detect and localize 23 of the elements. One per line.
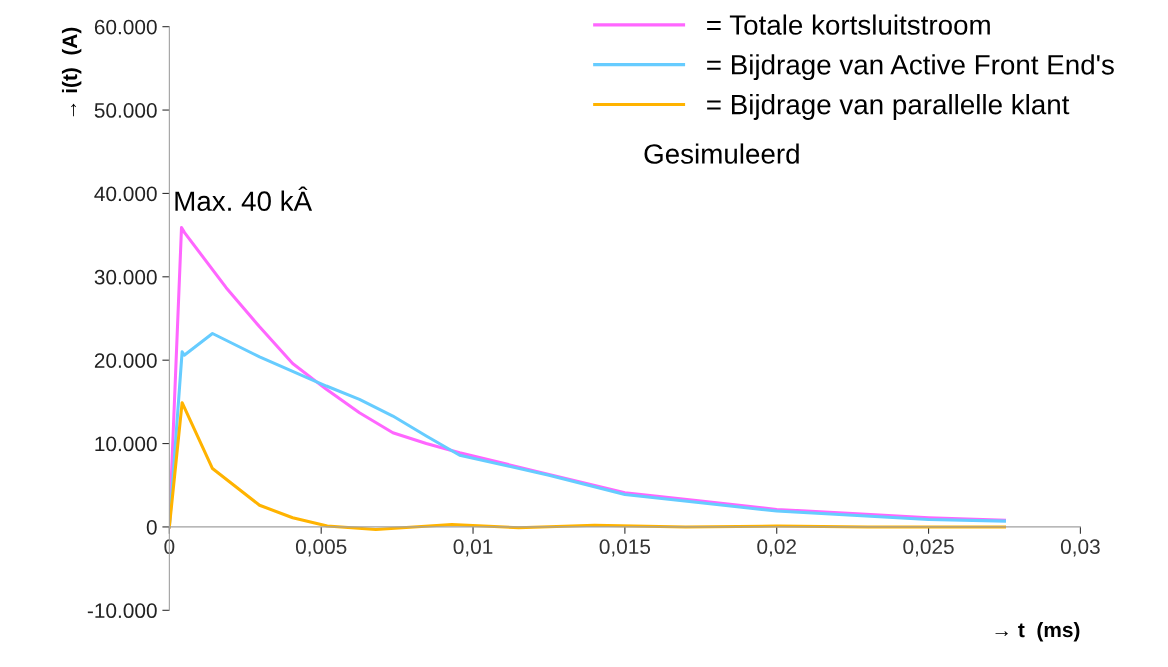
x-tick-label: 0,015 — [599, 539, 651, 557]
line-series — [169, 401, 1007, 531]
legend-label: = Totale kortsluitstroom — [707, 14, 990, 35]
annotation: Gesimuleerd — [644, 143, 799, 164]
x-tick-label: 0,025 — [903, 539, 954, 557]
y-tick-label: 30.000 — [94, 269, 157, 285]
y-tick-label: -10.000 — [87, 603, 157, 619]
x-tick-label: 0 — [164, 539, 175, 555]
y-tick-label: 40.000 — [94, 186, 157, 202]
y-tick-label: 0 — [146, 519, 157, 535]
x-tick-label: 0,01 — [453, 539, 493, 557]
y-tick-label: 10.000 — [95, 436, 157, 452]
x-tick-label: 0,005 — [295, 539, 347, 557]
legend-label: = Bijdrage van Active Front End's — [707, 54, 1114, 81]
y-tick-label: 50.000 — [94, 103, 157, 118]
x-axis-title: → t (ms) — [995, 621, 1080, 642]
x-tick-label: 0,02 — [757, 539, 796, 557]
y-tick-label: 60.000 — [94, 19, 157, 35]
legend-label: = Bijdrage van parallelle klant — [707, 94, 1070, 120]
x-tick-label: 0,03 — [1060, 539, 1100, 557]
y-axis-title: → i(t) (A) — [61, 27, 82, 117]
y-tick-label: 20.000 — [94, 353, 157, 368]
annotation: Max. 40 kÂ — [175, 186, 313, 212]
